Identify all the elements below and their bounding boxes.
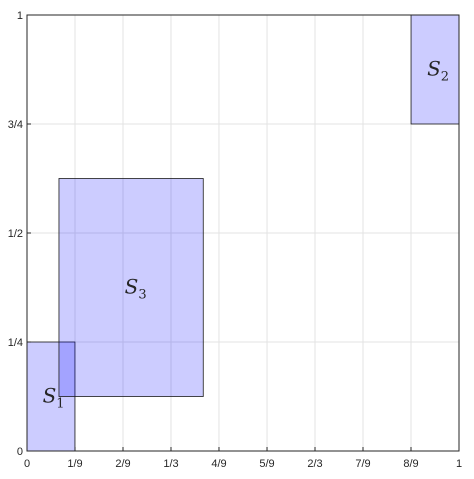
regions [26, 14, 460, 452]
region-s3 [58, 178, 204, 397]
x-tick-label: 1/3 [163, 458, 178, 470]
x-tick-label: 2/9 [115, 458, 130, 470]
y-tick-label: 1/2 [8, 228, 23, 240]
region-label-s1: S1 [43, 384, 65, 412]
x-tick-label: 2/3 [307, 458, 322, 470]
region-labels: S1 S3 S2 [43, 57, 449, 412]
x-tick-label: 0 [24, 458, 30, 470]
x-tick-label: 8/9 [403, 458, 418, 470]
tick-marks: 0 1/9 2/9 1/3 4/9 5/9 2/3 7/9 8/9 1 0 1/4 1/2 3/4 1 [8, 10, 462, 470]
x-tick-label: 1 [456, 458, 462, 470]
x-tick-label: 4/9 [211, 458, 226, 470]
y-tick-label: 0 [17, 446, 23, 458]
x-tick-label: 7/9 [355, 458, 370, 470]
x-tick-label: 1/9 [67, 458, 82, 470]
y-tick-label: 3/4 [8, 119, 23, 131]
region-s2 [410, 14, 460, 125]
x-tick-label: 5/9 [259, 458, 274, 470]
y-tick-label: 1/4 [8, 337, 23, 349]
region-label-s3: S3 [125, 275, 147, 303]
y-tick-label: 1 [17, 10, 23, 22]
region-label-s2: S2 [427, 57, 449, 85]
